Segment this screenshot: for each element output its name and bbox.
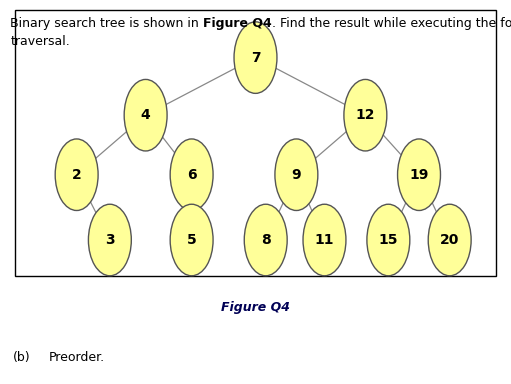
Ellipse shape bbox=[55, 139, 98, 210]
Text: 15: 15 bbox=[379, 233, 398, 247]
Ellipse shape bbox=[124, 79, 167, 151]
Text: Binary search tree is shown in: Binary search tree is shown in bbox=[10, 17, 203, 30]
Text: 8: 8 bbox=[261, 233, 271, 247]
Text: Figure Q4: Figure Q4 bbox=[221, 301, 290, 314]
Ellipse shape bbox=[428, 204, 471, 276]
Bar bbox=[15, 10, 496, 276]
Ellipse shape bbox=[170, 139, 213, 210]
Text: 3: 3 bbox=[105, 233, 114, 247]
Text: 6: 6 bbox=[187, 168, 196, 182]
Ellipse shape bbox=[303, 204, 346, 276]
Text: 2: 2 bbox=[72, 168, 82, 182]
Ellipse shape bbox=[275, 139, 318, 210]
Ellipse shape bbox=[244, 204, 287, 276]
Text: 19: 19 bbox=[409, 168, 429, 182]
Text: . Find the result while executing the following: . Find the result while executing the fo… bbox=[272, 17, 511, 30]
Text: (b): (b) bbox=[13, 351, 30, 364]
Text: 11: 11 bbox=[315, 233, 334, 247]
Ellipse shape bbox=[344, 79, 387, 151]
Ellipse shape bbox=[170, 204, 213, 276]
Text: Preorder.: Preorder. bbox=[49, 351, 105, 364]
Text: Figure Q4: Figure Q4 bbox=[203, 17, 272, 30]
Text: 12: 12 bbox=[356, 108, 375, 122]
Ellipse shape bbox=[234, 22, 277, 93]
Ellipse shape bbox=[367, 204, 410, 276]
Ellipse shape bbox=[88, 204, 131, 276]
Text: 5: 5 bbox=[187, 233, 197, 247]
Text: 7: 7 bbox=[251, 51, 260, 65]
Text: 4: 4 bbox=[141, 108, 151, 122]
Ellipse shape bbox=[398, 139, 440, 210]
Text: traversal.: traversal. bbox=[10, 35, 70, 48]
Text: 20: 20 bbox=[440, 233, 459, 247]
Text: 9: 9 bbox=[292, 168, 301, 182]
